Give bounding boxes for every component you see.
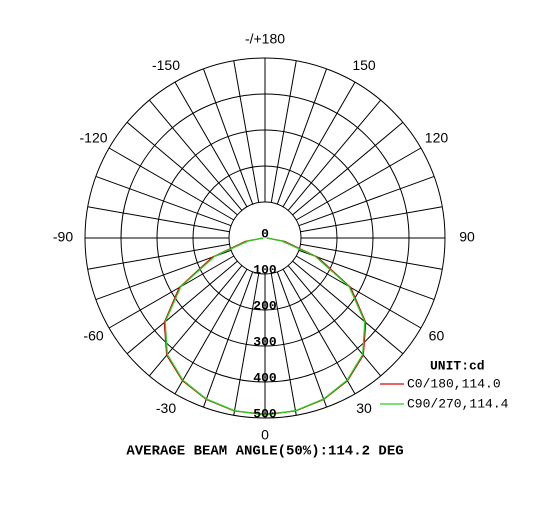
angle-label: -30 xyxy=(156,400,176,416)
angle-label: -/+180 xyxy=(245,31,285,47)
footer: AVERAGE BEAM ANGLE(50%):114.2 DEG xyxy=(126,444,403,460)
angle-label: 0 xyxy=(261,427,269,443)
angle-label: -120 xyxy=(80,130,108,146)
angle-label: -60 xyxy=(83,328,103,344)
ring-label: 100 xyxy=(253,262,277,277)
ring-label: 0 xyxy=(261,226,269,241)
unit-label: UNIT:cd xyxy=(430,358,485,373)
angle-label: 150 xyxy=(352,57,376,73)
angle-label: 90 xyxy=(459,229,475,245)
intensity-curve xyxy=(164,237,366,416)
ring-label: 200 xyxy=(253,298,277,313)
ring xyxy=(120,93,410,383)
ring xyxy=(228,201,302,275)
ring-label: 400 xyxy=(253,370,277,385)
ring xyxy=(156,129,374,347)
ring-label: 500 xyxy=(253,406,277,421)
ring xyxy=(84,57,446,419)
angle-label: 60 xyxy=(429,328,445,344)
angle-label: 120 xyxy=(425,130,449,146)
angle-label: -150 xyxy=(152,57,180,73)
angle-label: -90 xyxy=(53,229,73,245)
angle-label: 30 xyxy=(356,400,372,416)
intensity-curve xyxy=(163,237,367,416)
legend-label: C90/270,114.4 xyxy=(407,396,509,411)
ring-label: 300 xyxy=(253,334,277,349)
legend-label: C0/180,114.0 xyxy=(407,376,501,391)
ring xyxy=(192,165,338,311)
